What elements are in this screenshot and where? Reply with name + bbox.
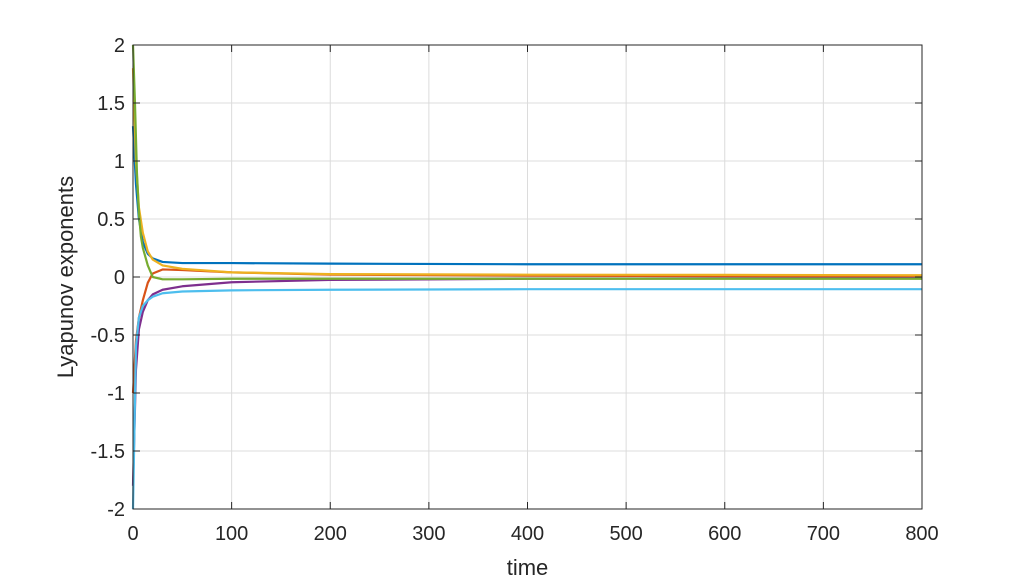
x-axis-label: time (507, 555, 549, 580)
x-tick-label: 700 (807, 523, 840, 545)
y-tick-label: -1 (107, 383, 125, 405)
y-tick-label: 2 (114, 35, 125, 57)
series-line-6 (131, 288, 922, 510)
x-tick-label: 800 (905, 523, 938, 545)
y-tick-label: 0.5 (97, 209, 125, 231)
x-tick-label: 300 (412, 523, 445, 545)
x-tick-label: 600 (708, 523, 741, 545)
x-tick-label: 100 (215, 523, 248, 545)
x-tick-label: 400 (511, 523, 544, 545)
y-tick-label: 1.5 (97, 93, 125, 115)
y-tick-label: -1.5 (91, 441, 125, 463)
x-tick-label: 0 (127, 523, 138, 545)
y-tick-label: -0.5 (91, 325, 125, 347)
axis-ticks: 0 100 200 300 400 500 600 700 800 2 1.5 1 0.5 0 -0.5 -1… (91, 35, 939, 545)
x-tick-label: 200 (314, 523, 347, 545)
x-tick-label: 500 (609, 523, 642, 545)
y-axis-label: Lyapunov exponents (53, 176, 78, 378)
series-line-5 (131, 44, 922, 281)
y-tick-label: 1 (114, 151, 125, 173)
y-tick-label: 0 (114, 267, 125, 289)
y-tick-label: -2 (107, 499, 125, 521)
